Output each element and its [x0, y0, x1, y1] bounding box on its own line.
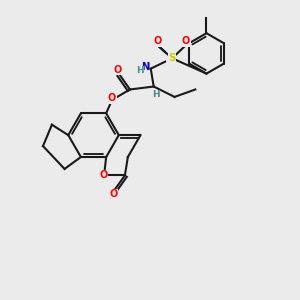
Text: O: O [182, 36, 190, 46]
Text: N: N [141, 62, 149, 72]
Bar [166, 0, 285, 67]
Text: H: H [152, 90, 160, 99]
Text: S: S [168, 53, 176, 63]
Text: O: O [182, 36, 190, 46]
Text: N: N [141, 62, 149, 72]
Text: H: H [136, 66, 144, 75]
Text: O: O [108, 93, 116, 103]
Text: O: O [113, 64, 121, 75]
Text: H: H [136, 66, 144, 75]
Text: O: O [153, 36, 161, 46]
Text: O: O [99, 170, 107, 180]
Text: O: O [153, 36, 161, 46]
Text: S: S [168, 53, 176, 63]
Text: H: H [152, 90, 160, 99]
Text: O: O [110, 189, 118, 199]
